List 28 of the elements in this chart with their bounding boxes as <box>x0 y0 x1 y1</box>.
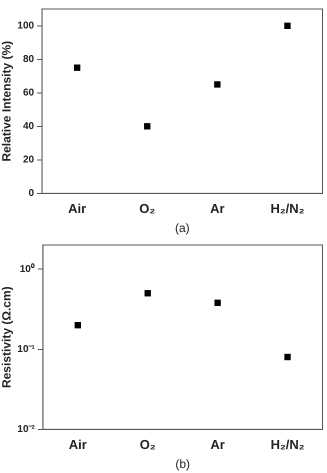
y-tick-label: 10⁻¹ <box>17 344 36 356</box>
point <box>144 123 150 130</box>
point <box>144 290 151 296</box>
point <box>284 22 291 29</box>
text: (a) <box>174 221 190 235</box>
x-tick-label: Air <box>68 436 87 452</box>
x-tick-label: Ar <box>210 436 225 452</box>
y-tick-label: 40 <box>22 121 35 132</box>
x-tick-label: Ar <box>210 200 225 216</box>
x-tick-label: O₂ <box>139 200 156 216</box>
x-tick-label: Air <box>68 200 86 216</box>
y-axis-title: Relative Intensity (%) <box>0 40 14 162</box>
y-tick-label: 80 <box>22 54 35 66</box>
text: (b) <box>175 457 190 471</box>
point <box>74 322 81 328</box>
y-tick-label: 60 <box>22 88 35 99</box>
x-tick-label: O₂ <box>140 436 156 452</box>
y-tick-label: 10⁰ <box>20 262 35 275</box>
point <box>214 81 221 88</box>
y-axis-title: Resistivity (Ω.cm) <box>0 286 14 388</box>
y-tick-label: 0 <box>28 188 35 200</box>
point <box>74 64 80 71</box>
point <box>214 300 221 306</box>
y-tick-label: 10⁻² <box>17 424 36 436</box>
x-tick-label: H₂/N₂ <box>270 200 305 216</box>
y-tick-label: 100 <box>17 20 35 32</box>
x-tick-label: H₂/N₂ <box>270 436 305 452</box>
y-tick-label: 20 <box>22 154 35 166</box>
